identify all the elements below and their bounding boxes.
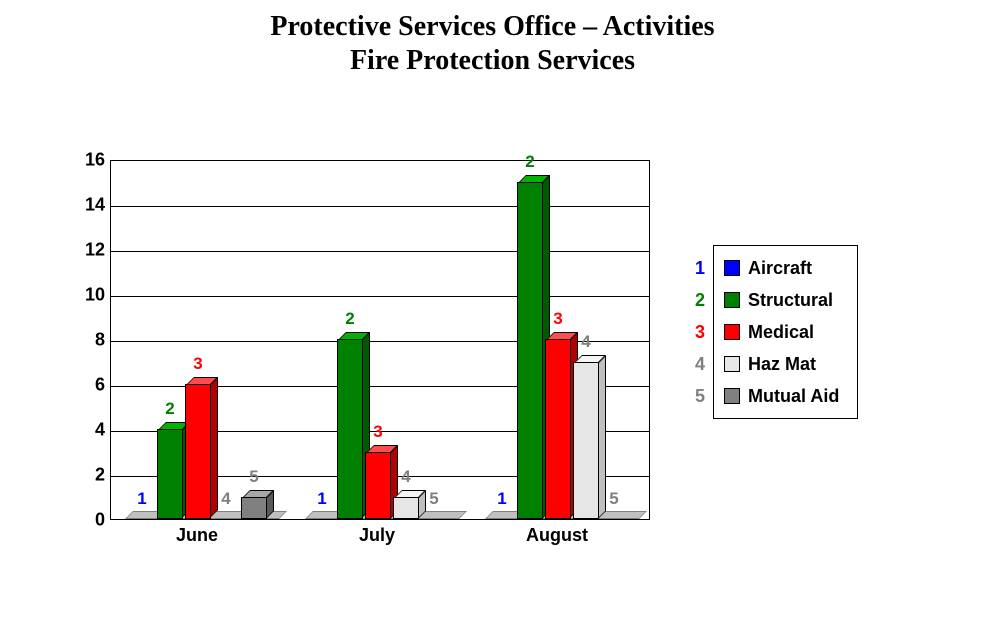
bar-index-label: 2 bbox=[345, 309, 354, 329]
legend-box: Aircraft Structural Medical Haz Mat Mutual A… bbox=[713, 245, 858, 419]
bar: 5 bbox=[601, 517, 627, 519]
legend-index: 5 bbox=[695, 380, 705, 412]
bar-index-label: 2 bbox=[525, 152, 534, 172]
bar-index-label: 5 bbox=[249, 467, 258, 487]
y-tick-label: 10 bbox=[65, 285, 105, 306]
y-tick-label: 6 bbox=[65, 375, 105, 396]
bar-index-label: 2 bbox=[165, 399, 174, 419]
legend-label: Haz Mat bbox=[748, 354, 816, 375]
legend-label: Mutual Aid bbox=[748, 386, 839, 407]
bar-index-label: 1 bbox=[317, 489, 326, 509]
bar: 5 bbox=[241, 497, 267, 520]
bar-index-label: 3 bbox=[553, 309, 562, 329]
y-tick-label: 2 bbox=[65, 465, 105, 486]
legend-swatch bbox=[724, 292, 740, 308]
bar: 1 bbox=[309, 517, 335, 519]
legend: 12345 Aircraft Structural Medical Haz Mat Mu… bbox=[695, 245, 858, 419]
gridline bbox=[111, 206, 649, 207]
legend-swatch bbox=[724, 324, 740, 340]
y-tick-label: 14 bbox=[65, 195, 105, 216]
bar-index-label: 3 bbox=[193, 354, 202, 374]
gridline bbox=[111, 296, 649, 297]
plot-area: 123451234512345 bbox=[110, 160, 650, 520]
bar: 4 bbox=[573, 362, 599, 520]
legend-index-column: 12345 bbox=[695, 252, 705, 412]
bar: 4 bbox=[213, 517, 239, 519]
legend-item: Aircraft bbox=[724, 252, 839, 284]
y-tick-label: 0 bbox=[65, 510, 105, 531]
bar: 3 bbox=[185, 384, 211, 519]
legend-label: Medical bbox=[748, 322, 814, 343]
bar: 1 bbox=[489, 517, 515, 519]
legend-index: 4 bbox=[695, 348, 705, 380]
bar-index-label: 4 bbox=[221, 489, 230, 509]
bar-index-label: 3 bbox=[373, 422, 382, 442]
legend-index: 3 bbox=[695, 316, 705, 348]
bar: 1 bbox=[129, 517, 155, 519]
legend-label: Aircraft bbox=[748, 258, 812, 279]
bar-index-label: 4 bbox=[401, 467, 410, 487]
bar: 3 bbox=[545, 339, 571, 519]
legend-swatch bbox=[724, 260, 740, 276]
gridline bbox=[111, 251, 649, 252]
bar: 4 bbox=[393, 497, 419, 520]
title-line-2: Fire Protection Services bbox=[0, 44, 985, 78]
title-line-1: Protective Services Office – Activities bbox=[0, 10, 985, 44]
bar: 3 bbox=[365, 452, 391, 520]
legend-index: 1 bbox=[695, 252, 705, 284]
x-tick-label: August bbox=[526, 525, 588, 546]
bar-index-label: 1 bbox=[137, 489, 146, 509]
y-tick-label: 8 bbox=[65, 330, 105, 351]
x-tick-label: July bbox=[359, 525, 395, 546]
bar-index-label: 4 bbox=[581, 332, 590, 352]
legend-label: Structural bbox=[748, 290, 833, 311]
legend-item: Haz Mat bbox=[724, 348, 839, 380]
bar-index-label: 5 bbox=[609, 489, 618, 509]
bar-index-label: 5 bbox=[429, 489, 438, 509]
legend-swatch bbox=[724, 356, 740, 372]
legend-index: 2 bbox=[695, 284, 705, 316]
bar: 2 bbox=[157, 429, 183, 519]
chart-area: 0246810121416 123451234512345 JuneJulyAu… bbox=[60, 140, 650, 570]
bar: 5 bbox=[421, 517, 447, 519]
chart-title: Protective Services Office – Activities … bbox=[0, 0, 985, 77]
legend-item: Mutual Aid bbox=[724, 380, 839, 412]
bar: 2 bbox=[337, 339, 363, 519]
legend-swatch bbox=[724, 388, 740, 404]
x-tick-label: June bbox=[176, 525, 218, 546]
bar: 2 bbox=[517, 182, 543, 520]
legend-item: Structural bbox=[724, 284, 839, 316]
y-tick-label: 4 bbox=[65, 420, 105, 441]
y-tick-label: 16 bbox=[65, 150, 105, 171]
y-tick-label: 12 bbox=[65, 240, 105, 261]
bar-index-label: 1 bbox=[497, 489, 506, 509]
legend-item: Medical bbox=[724, 316, 839, 348]
